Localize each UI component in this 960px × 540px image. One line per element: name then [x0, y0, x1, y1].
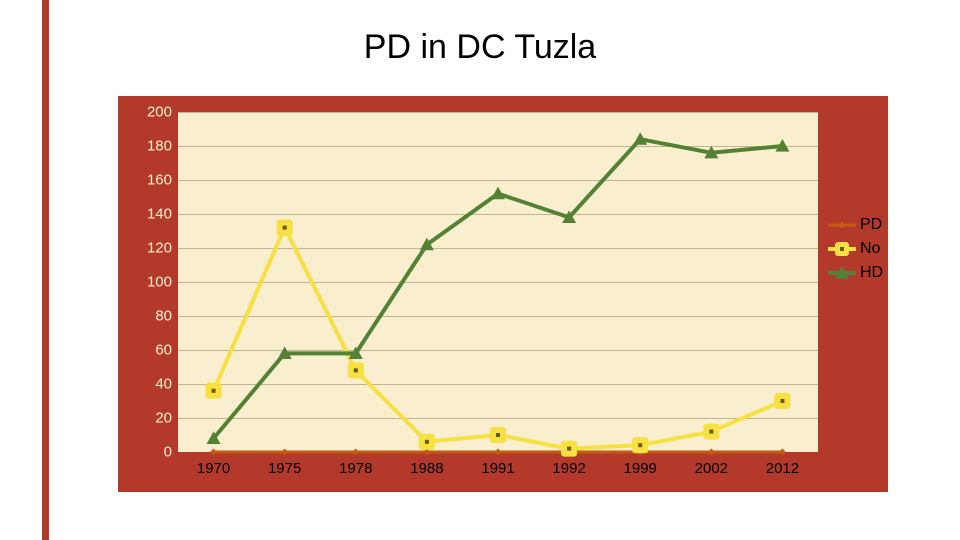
- legend-label: PD: [860, 216, 882, 234]
- accent-bar: [42, 0, 49, 540]
- chart-container: 0 20 40 60 80 100 120 140 160 180 200 1970 1975 1978…: [118, 96, 888, 492]
- y-tick-label: 180: [138, 138, 172, 155]
- series-marker: [348, 362, 364, 378]
- y-tick-label: 200: [138, 104, 172, 121]
- series-marker: [210, 449, 217, 456]
- series-marker: [490, 427, 506, 443]
- legend-item: PD: [828, 216, 883, 234]
- series-line: [214, 228, 783, 449]
- x-tick-label: 1978: [331, 460, 381, 477]
- x-tick-label: 2002: [686, 460, 736, 477]
- legend-item: HD: [828, 264, 883, 282]
- y-tick-label: 120: [138, 240, 172, 257]
- x-tick-label: 1970: [189, 460, 239, 477]
- series-marker: [491, 187, 505, 200]
- y-tick-label: 40: [138, 376, 172, 393]
- chart-title: PD in DC Tuzla: [0, 28, 960, 67]
- series-marker: [352, 449, 359, 456]
- series-marker: [277, 220, 293, 236]
- series-marker: [632, 437, 648, 453]
- series-marker: [774, 393, 790, 409]
- y-tick-label: 80: [138, 308, 172, 325]
- x-tick-label: 1999: [615, 460, 665, 477]
- series-marker: [708, 449, 715, 456]
- x-tick-label: 1992: [544, 460, 594, 477]
- y-tick-label: 60: [138, 342, 172, 359]
- series-marker: [495, 449, 502, 456]
- legend-icon: [828, 216, 856, 234]
- series-marker: [281, 449, 288, 456]
- legend: PD No HD: [828, 216, 883, 288]
- x-tick-label: 2012: [757, 460, 807, 477]
- legend-label: HD: [860, 264, 883, 282]
- y-tick-label: 140: [138, 206, 172, 223]
- legend-icon: [828, 240, 856, 258]
- legend-icon: [828, 264, 856, 282]
- y-tick-label: 20: [138, 410, 172, 427]
- series-line: [214, 139, 783, 438]
- x-tick-label: 1988: [402, 460, 452, 477]
- series-marker: [419, 434, 435, 450]
- legend-item: No: [828, 240, 883, 258]
- x-tick-label: 1975: [260, 460, 310, 477]
- plot-area: [178, 112, 818, 452]
- y-tick-label: 160: [138, 172, 172, 189]
- legend-label: No: [860, 240, 880, 258]
- series-marker: [779, 449, 786, 456]
- x-tick-label: 1991: [473, 460, 523, 477]
- series-marker: [561, 441, 577, 457]
- series-marker: [703, 424, 719, 440]
- chart-svg: [178, 112, 818, 452]
- y-tick-label: 0: [138, 444, 172, 461]
- y-tick-label: 100: [138, 274, 172, 291]
- series-marker: [206, 383, 222, 399]
